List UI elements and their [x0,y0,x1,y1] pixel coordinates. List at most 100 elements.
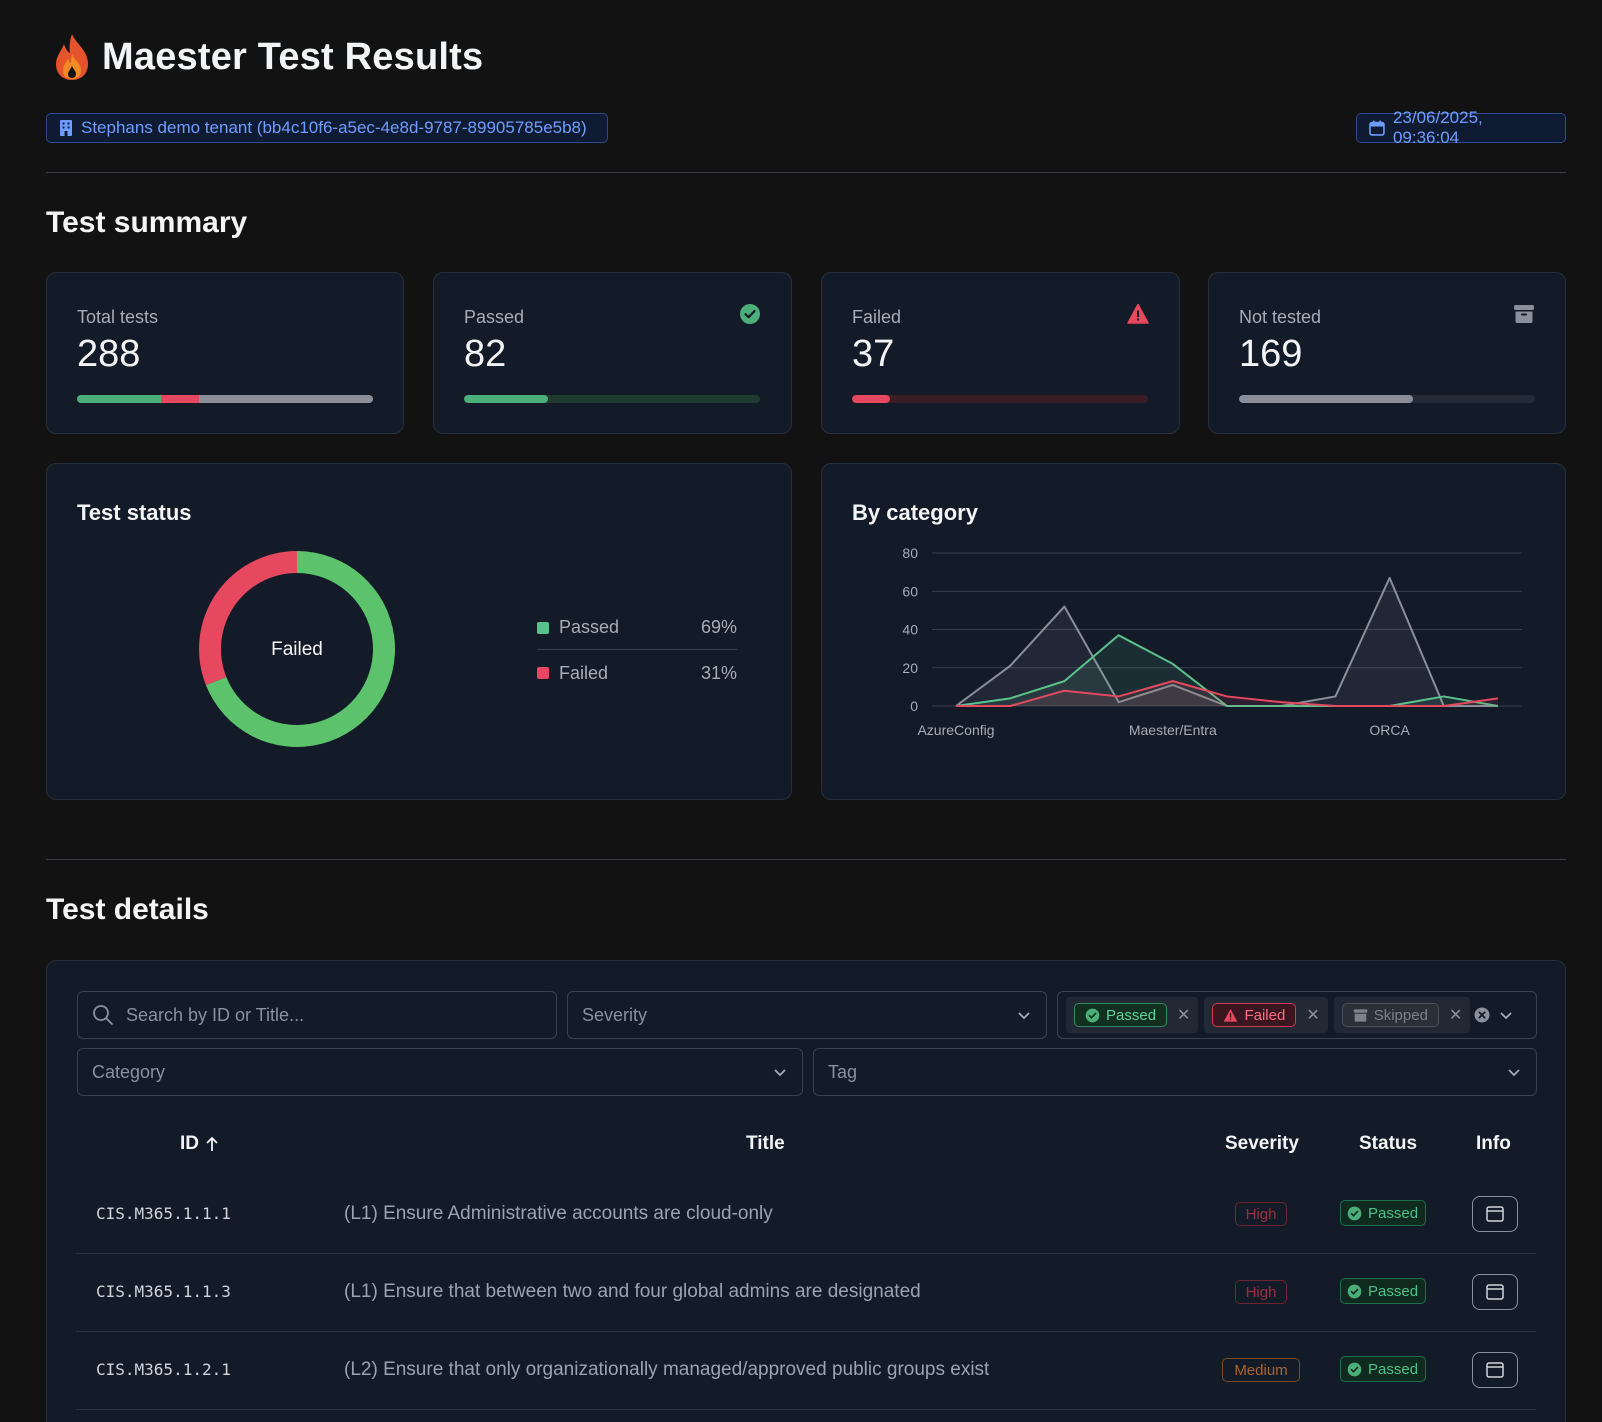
y-tick-label: 20 [902,660,918,676]
building-icon [60,120,72,136]
tenant-badge: Stephans demo tenant (bb4c10f6-a5ec-4e8d… [46,113,608,143]
panel-title: By category [852,500,978,525]
chip-label: Failed [1244,1006,1286,1024]
stat-label: Total tests [77,307,159,327]
donut-center-label: Failed [271,639,323,660]
status-badge: Passed [1340,1200,1426,1226]
stat-label: Passed [464,307,525,327]
stat-card-passed: Passed 82 [433,272,792,434]
page-title: Maester Test Results [102,35,484,78]
clear-all-icon[interactable] [1474,1007,1490,1023]
column-header-severity[interactable]: Severity [1225,1133,1299,1154]
chip-label: Skipped [1373,1006,1428,1024]
test-title: (L1) Ensure Administrative accounts are … [344,1203,773,1224]
legend-swatch [537,621,549,634]
column-header-status[interactable]: Status [1359,1133,1418,1154]
date-badge: 23/06/2025, 09:36:04 [1356,108,1566,147]
search-input[interactable]: Search by ID or Title... [77,991,557,1039]
info-button[interactable] [1472,1196,1518,1232]
test-id: CIS.M365.1.1.3 [96,1282,231,1301]
status-filter-select[interactable]: Passed ✕ Failed ✕ Skipped ✕ [1057,991,1537,1039]
check-circle-icon [1085,1008,1100,1022]
status-label: Passed [1368,1204,1419,1222]
search-placeholder: Search by ID or Title... [126,1004,305,1025]
date-label: 23/06/2025, 09:36:04 [1392,108,1483,147]
arrow-up-icon [206,1136,218,1151]
chip-label-wrap: Failed [1212,1003,1297,1027]
remove-filter-failed-icon[interactable]: ✕ [1306,1007,1320,1024]
tag-select[interactable]: Tag [813,1048,1537,1096]
table-row[interactable]: CIS.M365.1.2.1 (L2) Ensure that only org… [76,1332,1536,1410]
check-circle-icon [740,304,760,324]
y-tick-label: 60 [902,583,918,599]
stat-passed-bar [464,395,760,403]
bar-segment-passed [77,395,162,403]
test-details-card: Search by ID or Title... Severity Passed… [46,960,1566,1422]
tag-placeholder: Tag [828,1061,858,1082]
donut-slice-failed [199,551,297,686]
window-icon [1486,1206,1504,1222]
chip-label-wrap: Passed [1074,1003,1168,1027]
divider [46,172,1566,173]
tenant-label: Stephans demo tenant (bb4c10f6-a5ec-4e8d… [81,118,587,137]
legend-label: Passed [559,617,620,637]
window-icon [1486,1284,1504,1300]
stat-failed-bar [852,395,1148,403]
y-tick-label: 40 [902,622,918,638]
info-button[interactable] [1472,1274,1518,1310]
severity-badge: Medium [1222,1358,1300,1382]
chevron-down-icon [1500,1012,1512,1020]
archive-icon [1514,305,1534,323]
test-status-panel: Test status Failed Passed 69% Failed 31% [46,463,792,800]
y-tick-label: 80 [902,545,918,561]
header: Maester Test Results [52,32,483,82]
series-area [956,681,1498,706]
details-heading: Test details [46,893,209,926]
severity-badge: High [1235,1202,1287,1226]
x-tick-label: ORCA [1369,722,1410,738]
info-button[interactable] [1472,1352,1518,1388]
summary-heading: Test summary [46,206,248,239]
series-line [956,680,1499,707]
column-header-id[interactable]: ID [180,1133,219,1155]
status-donut-chart: Failed [199,551,396,747]
stat-label: Failed [852,307,902,327]
divider [46,859,1566,860]
warning-triangle-icon [1224,1008,1238,1022]
calendar-icon [1369,120,1385,136]
bar-fill [852,395,890,403]
legend-percent: 69% [700,617,737,637]
category-placeholder: Category [92,1061,166,1082]
column-header-label: ID [180,1133,199,1154]
stat-value: 169 [1239,333,1303,375]
legend-item-failed[interactable]: Failed 31% [537,651,737,695]
column-header-title[interactable]: Title [746,1133,785,1154]
category-select[interactable]: Category [77,1048,803,1096]
stat-total-bar [77,395,373,403]
column-header-info: Info [1476,1133,1511,1154]
warning-triangle-icon [1127,303,1149,324]
test-title: (L2) Ensure that only organizationally m… [344,1359,990,1380]
stat-label: Not tested [1239,307,1322,327]
chip-label-wrap: Skipped [1341,1003,1439,1027]
test-title: (L1) Ensure that between two and four gl… [344,1281,921,1302]
x-tick-label: AzureConfig [917,722,994,738]
status-label: Passed [1368,1282,1419,1300]
remove-filter-skipped-icon[interactable]: ✕ [1448,1007,1463,1024]
search-icon [93,1005,113,1025]
table-row[interactable]: CIS.M365.1.1.1 (L1) Ensure Administrativ… [76,1176,1536,1254]
severity-placeholder: Severity [582,1004,648,1025]
chevron-down-icon [1018,1012,1030,1020]
remove-filter-passed-icon[interactable]: ✕ [1177,1007,1191,1024]
stat-value: 37 [852,333,895,375]
test-id: CIS.M365.1.2.1 [96,1360,231,1379]
chip-label: Passed [1106,1006,1157,1024]
filter-chip-skipped: Skipped ✕ [1333,997,1471,1033]
legend-swatch [537,667,549,679]
legend-percent: 31% [700,662,737,683]
table-row[interactable]: CIS.M365.1.1.3 (L1) Ensure that between … [76,1254,1536,1332]
legend-item-passed[interactable]: Passed 69% [537,606,737,650]
status-badge: Passed [1340,1356,1426,1382]
check-circle-icon [1347,1362,1362,1376]
severity-select[interactable]: Severity [567,991,1047,1039]
